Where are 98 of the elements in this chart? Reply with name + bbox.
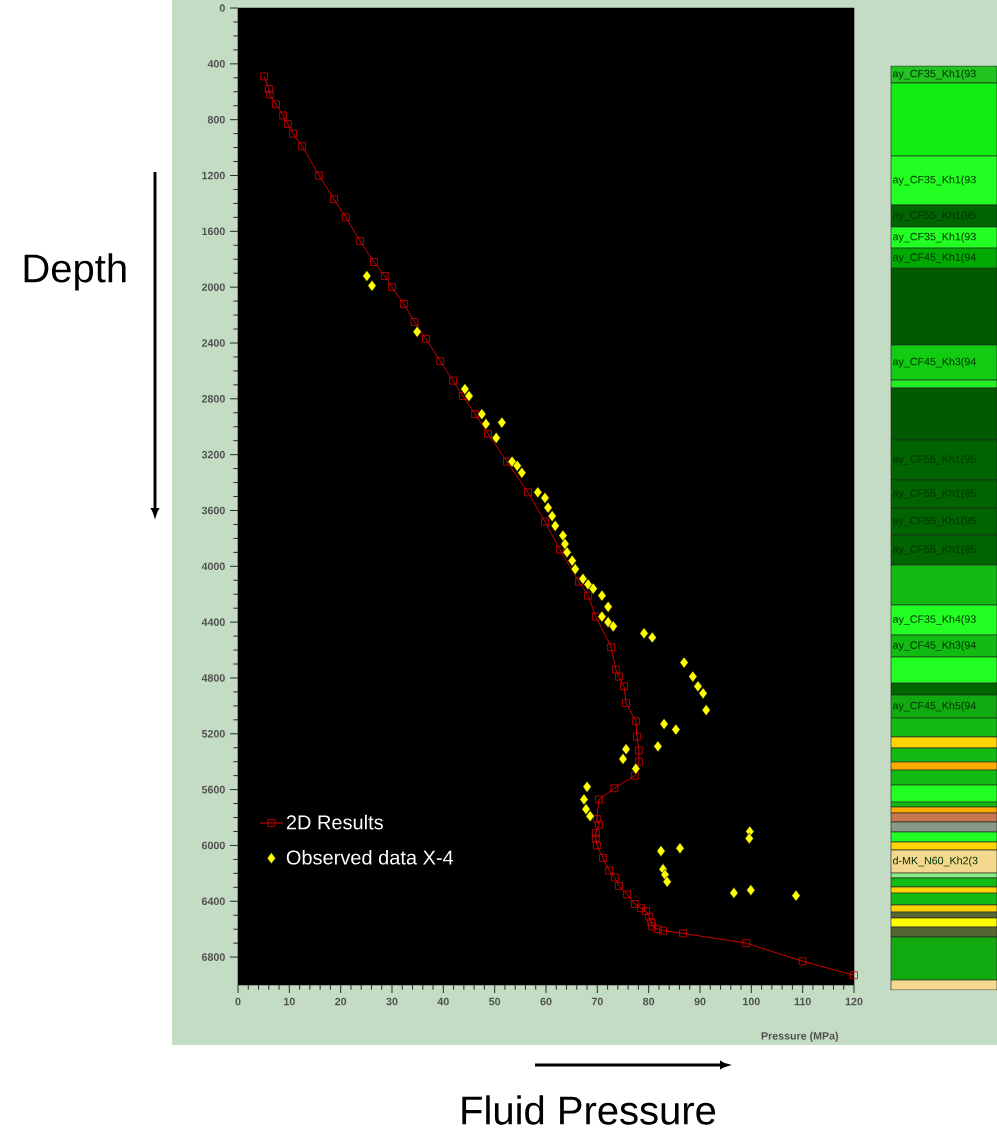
point — [621, 743, 631, 756]
point — [671, 723, 681, 736]
point — [578, 573, 588, 585]
point — [481, 418, 491, 430]
point — [362, 270, 372, 282]
point — [698, 687, 708, 700]
x-tick-label: 100 — [743, 997, 760, 1006]
point — [679, 656, 689, 669]
point — [701, 704, 711, 716]
y-tick-label: 3600 — [201, 506, 225, 515]
x-tick-label: 10 — [284, 997, 295, 1006]
point — [550, 519, 560, 532]
y-tick-label: 800 — [207, 115, 225, 124]
y-tick-label: 1200 — [202, 171, 225, 180]
point — [581, 803, 591, 816]
point — [543, 501, 553, 514]
point — [675, 842, 685, 855]
x-tick-label: 60 — [540, 997, 552, 1006]
text: Fluid Pressure — [462, 1095, 716, 1125]
point — [597, 589, 607, 602]
y-tick-label: 4000 — [201, 562, 225, 571]
x-tick-label: 70 — [591, 997, 603, 1006]
point — [560, 538, 570, 550]
text: ay_CF35_Kh1(93 — [893, 69, 976, 80]
y-tick-label: 5200 — [201, 730, 225, 738]
text: ay_CF45_Kh3(94 — [893, 641, 976, 651]
x-tick-label: 0 — [235, 997, 241, 1006]
point — [585, 810, 595, 823]
x-tick-label: 50 — [489, 997, 501, 1006]
point — [588, 582, 598, 595]
point — [460, 383, 470, 395]
x-tick-label: 120 — [845, 997, 863, 1006]
y-tick-label: 2400 — [201, 339, 225, 347]
point — [791, 889, 801, 902]
point — [582, 780, 592, 793]
x-axis-title: Pressure (MPa) — [761, 1031, 839, 1042]
point — [744, 832, 754, 845]
y-tick-label: 3200 — [201, 450, 225, 459]
point — [533, 486, 543, 499]
text: ay_CF35_Kh1(93 — [893, 175, 976, 186]
y-tick-label: 6000 — [201, 841, 225, 850]
y-tick-label: 0 — [219, 4, 225, 12]
text: ay_CF35_Kh4(93 — [893, 615, 976, 625]
text: ay_CF45_Kh5(94 — [893, 701, 976, 712]
point — [562, 546, 572, 559]
point — [653, 740, 663, 753]
y-tick-label: 1600 — [202, 227, 225, 236]
point — [618, 753, 628, 765]
point — [491, 432, 501, 444]
point — [631, 762, 641, 775]
point — [497, 416, 507, 429]
point — [746, 884, 756, 896]
point — [367, 279, 377, 292]
point — [597, 610, 607, 623]
point — [656, 845, 666, 857]
y-tick-label: 4400 — [201, 618, 225, 626]
y-tick-label: 2800 — [201, 395, 225, 403]
point — [608, 620, 618, 633]
point — [412, 325, 422, 338]
text: d-MK_N60_Kh2(3 — [893, 856, 978, 867]
point — [603, 600, 613, 613]
point — [639, 627, 649, 640]
point — [729, 887, 739, 899]
point — [647, 631, 657, 644]
legend-label: Observed data X-4 — [286, 849, 454, 865]
x-tick-label: 40 — [437, 997, 449, 1006]
point — [517, 466, 527, 479]
y-tick-label: 2000 — [201, 283, 225, 291]
y-tick-label: 400 — [207, 60, 225, 68]
point — [659, 718, 669, 730]
x-tick-label: 110 — [794, 997, 811, 1006]
y-axis-title: Depth — [24, 253, 126, 291]
point — [579, 793, 589, 806]
y-tick-label: 4800 — [201, 674, 225, 682]
text: ay_CF45_Kh1(94 — [893, 253, 976, 263]
point — [583, 578, 593, 591]
legend-label: 2D Results — [286, 814, 383, 830]
point — [567, 554, 577, 567]
x-tick-label: 80 — [643, 997, 655, 1006]
x-tick-label: 30 — [386, 997, 398, 1006]
point — [547, 510, 557, 522]
y-tick-label: 6400 — [201, 897, 225, 906]
y-tick-label: 6800 — [201, 953, 225, 961]
x-tick-label: 20 — [335, 997, 347, 1006]
point — [662, 875, 672, 888]
text: ay_CF35_Kh1(93 — [893, 232, 976, 243]
y-tick-label: 5600 — [201, 785, 225, 794]
point — [464, 390, 474, 402]
x-tick-label: 90 — [694, 997, 706, 1006]
point — [603, 616, 613, 629]
point — [540, 492, 550, 504]
point — [512, 459, 522, 472]
point — [558, 529, 568, 542]
point — [688, 670, 698, 683]
text: ay_CF45_Kh3(94 — [893, 357, 976, 368]
point — [570, 563, 580, 575]
point — [693, 680, 703, 693]
point — [477, 408, 487, 421]
